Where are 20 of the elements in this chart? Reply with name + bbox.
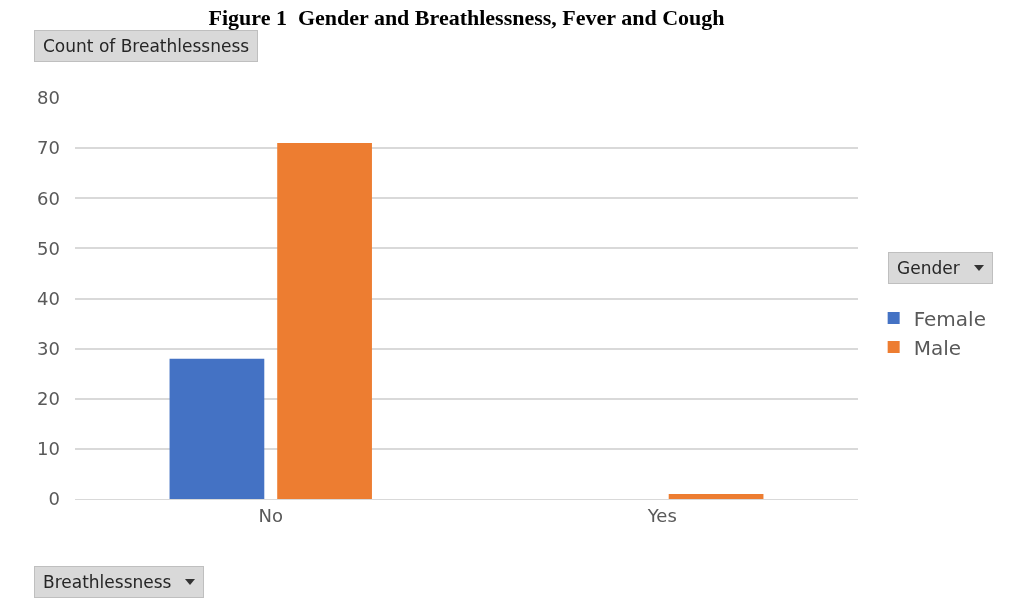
- x-tick-label: No: [258, 504, 283, 526]
- y-tick-label: 50: [37, 237, 60, 259]
- legend-label: Female: [913, 306, 986, 331]
- y-tick-label: 30: [37, 337, 60, 359]
- bar: [169, 358, 265, 499]
- x-tick-label: Yes: [646, 504, 677, 526]
- y-axis-title: Count of Breathlessness: [43, 36, 250, 56]
- y-tick-label: 40: [37, 287, 60, 309]
- y-tick-label: 80: [37, 87, 60, 109]
- y-tick-label: 10: [37, 438, 60, 460]
- y-tick-label: 70: [37, 137, 60, 159]
- y-tick-label: 20: [37, 388, 60, 410]
- y-tick-label: 0: [48, 488, 60, 510]
- bar: [668, 493, 764, 499]
- bar: [277, 143, 372, 499]
- legend-label: Male: [913, 335, 962, 360]
- y-tick-label: 60: [37, 187, 60, 209]
- x-axis-title: Breathlessness: [43, 572, 172, 592]
- chart-title: Figure 1 Gender and Breathlessness, Fever and Cough: [208, 4, 725, 30]
- legend-title: Gender: [897, 258, 960, 278]
